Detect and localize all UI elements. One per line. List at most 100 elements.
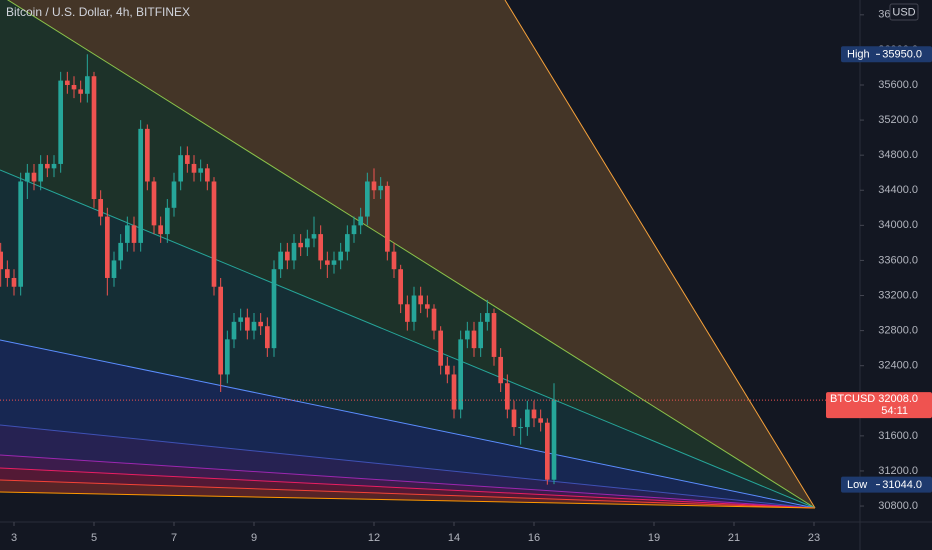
candle-body: [378, 185, 383, 191]
candle-body: [205, 168, 210, 182]
candle-body: [218, 286, 223, 375]
x-tick-label: 23: [808, 532, 820, 544]
candle-body: [198, 168, 203, 173]
last-price-symbol: BTCUSD: [830, 393, 875, 405]
candle-body: [278, 251, 283, 270]
candle-body: [478, 321, 483, 349]
gann-fan: [0, 0, 816, 509]
candle-body: [338, 251, 343, 261]
candle-body: [345, 234, 350, 252]
y-tick-label: 30800.0: [878, 500, 918, 512]
candle-body: [118, 242, 123, 261]
candle-body: [158, 225, 163, 235]
candle-body: [371, 181, 377, 191]
x-tick-label: 19: [648, 532, 660, 544]
y-tick-label: 32800.0: [878, 325, 918, 337]
candle-body: [271, 269, 277, 349]
y-tick-label: 34800.0: [878, 149, 918, 161]
low-badge-label: Low: [847, 479, 867, 491]
fan-line: [504, 0, 816, 509]
x-tick-label: 14: [448, 532, 460, 544]
x-tick-label: 21: [728, 532, 740, 544]
currency-badge[interactable]: [889, 3, 919, 21]
candle-body: [138, 128, 143, 243]
low-badge: [841, 476, 932, 493]
candle-body: [451, 374, 457, 410]
y-tick-label: 33200.0: [878, 289, 918, 301]
fan-zone: [0, 0, 815, 508]
candle-body: [491, 313, 497, 357]
candle-body: [438, 330, 443, 366]
candle-body: [225, 339, 230, 375]
candle-body: [0, 251, 3, 270]
candle-body: [551, 400, 557, 480]
countdown: 54:11: [881, 405, 908, 417]
candle-body: [385, 185, 390, 252]
candle-body: [185, 155, 190, 164]
candle-body: [358, 216, 363, 226]
fan-line: [0, 424, 816, 509]
x-tick-label: 7: [171, 532, 177, 544]
candle-body: [331, 260, 337, 265]
candle-body: [238, 317, 243, 322]
candle-body: [325, 260, 330, 265]
candle-body: [405, 304, 410, 322]
candle-body: [111, 260, 117, 278]
candle-body: [518, 427, 523, 429]
high-badge-value: 35950.0: [882, 49, 922, 61]
candle-body: [18, 181, 23, 287]
candle-body: [411, 295, 417, 322]
candle-body: [38, 163, 43, 182]
fan-line: [0, 467, 816, 509]
candle-body: [525, 409, 530, 428]
x-tick-label: 3: [11, 532, 17, 544]
y-tick-label: 31200.0: [878, 465, 918, 477]
candle-body: [11, 277, 17, 287]
x-tick-label: 12: [368, 532, 380, 544]
x-tick-label: 9: [251, 532, 257, 544]
candle-body: [65, 80, 70, 85]
candle-body: [105, 216, 110, 278]
candle-body: [391, 251, 397, 270]
candle-body: [71, 84, 77, 90]
candle-body: [431, 308, 437, 331]
candle-body: [25, 172, 30, 182]
candle-body: [145, 128, 150, 182]
fan-line: [0, 339, 816, 509]
candle-body: [498, 356, 503, 384]
currency-label: USD: [892, 6, 915, 18]
y-tick-label: 35600.0: [878, 79, 918, 91]
candle-body: [151, 181, 157, 226]
candle-body: [311, 234, 317, 239]
candle-body: [425, 304, 430, 309]
candle-body: [485, 313, 490, 322]
candle-body: [531, 409, 537, 419]
candle-body: [125, 225, 130, 243]
candle-body: [251, 321, 257, 331]
candle-body: [5, 269, 10, 278]
plot: [0, 54, 860, 485]
candle-body: [171, 181, 177, 208]
price-badges: BTCUSD 32008.054:11 High 35950.0 Low 31044.0: [826, 46, 932, 493]
candle-body: [165, 207, 170, 235]
high-badge-label: High: [847, 49, 870, 61]
y-tick-label: 34000.0: [878, 219, 918, 231]
candle-body: [98, 199, 103, 217]
candle-body: [58, 80, 63, 164]
candle-body: [298, 242, 303, 248]
candle-body: [245, 317, 250, 331]
candle-body: [178, 155, 183, 182]
candle-body: [265, 326, 270, 349]
y-tick-label: 34400.0: [878, 184, 918, 196]
fan-zone: [0, 0, 815, 508]
candle-body: [191, 163, 197, 173]
candle-body: [511, 409, 517, 428]
fan-line: [7, 0, 816, 509]
candle-body: [231, 321, 237, 340]
candle-body: [445, 365, 450, 375]
candle-body: [398, 269, 403, 305]
candle-body: [31, 172, 37, 182]
fan-line: [0, 479, 816, 509]
